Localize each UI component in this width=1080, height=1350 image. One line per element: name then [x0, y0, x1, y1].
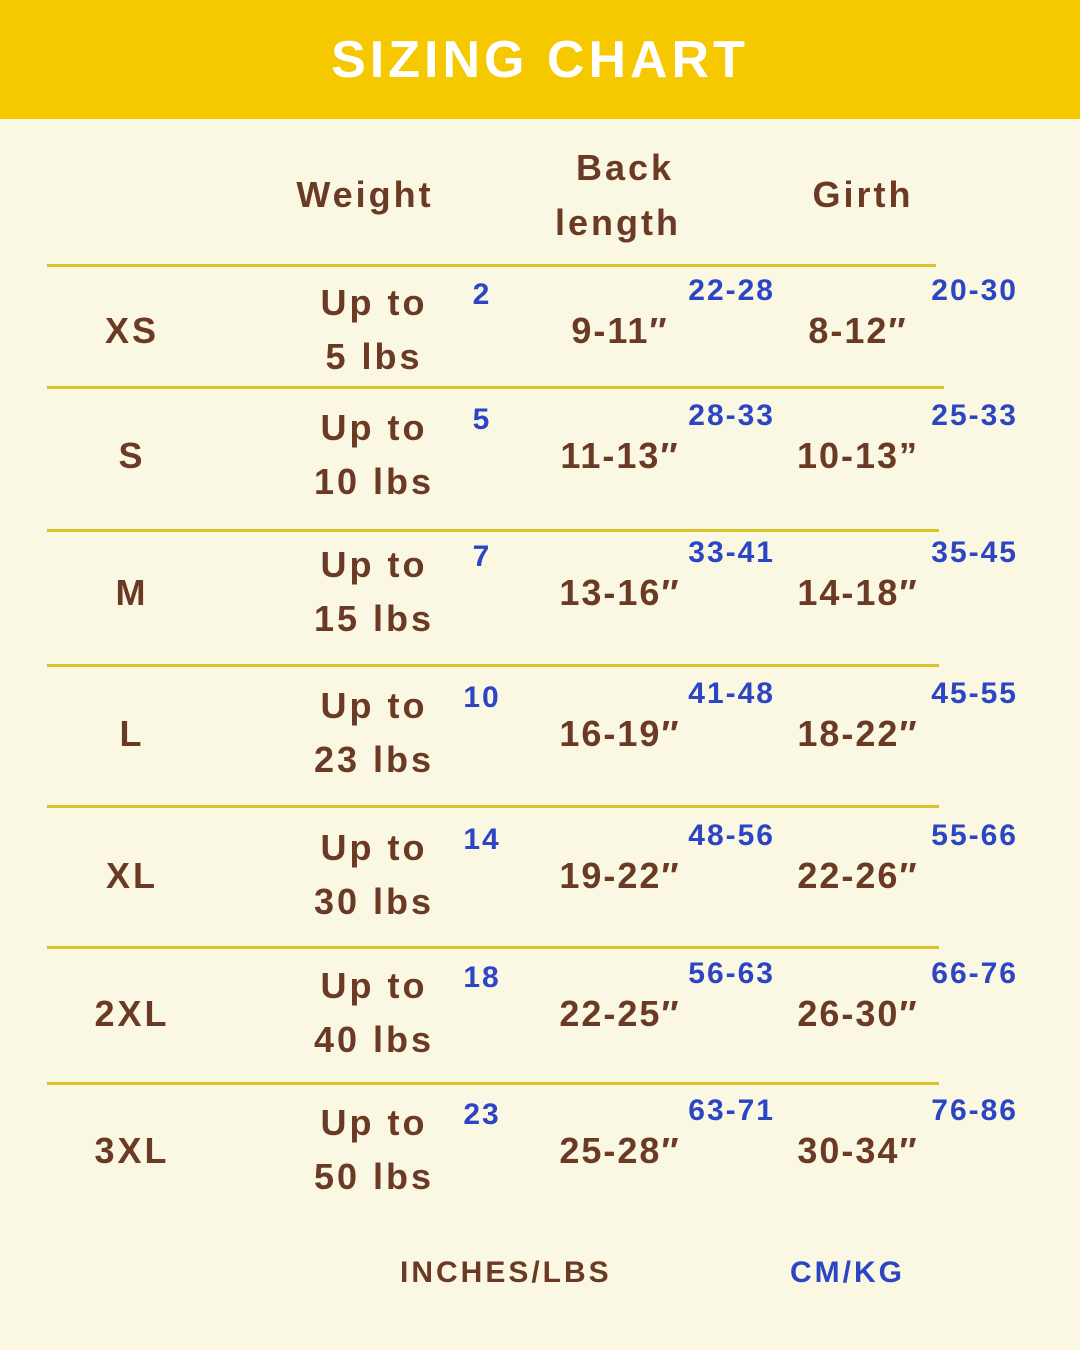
back-length-metric: 56-63: [688, 957, 775, 990]
girth-imperial: 26-30″: [797, 993, 919, 1034]
row-divider: [47, 946, 939, 949]
weight-imperial-line2: 40 lbs: [313, 1019, 435, 1060]
weight-imperial-line1: Up to: [320, 1102, 428, 1143]
column-header-back-line2: length: [555, 202, 681, 243]
weight-imperial-line2: 15 lbs: [313, 598, 435, 639]
size-label: XL: [105, 855, 158, 896]
row-divider: [47, 529, 939, 532]
column-header-weight: Weight: [296, 174, 434, 215]
weight-metric: 5: [472, 403, 492, 436]
size-label: L: [119, 713, 145, 754]
back-length-imperial: 11-13″: [560, 435, 680, 476]
weight-metric: 10: [463, 681, 501, 714]
girth-imperial: 30-34″: [797, 1130, 919, 1171]
footer-metric-unit: CM/KG: [790, 1256, 905, 1289]
weight-imperial-line1: Up to: [320, 965, 428, 1006]
page-title: SIZING CHART: [331, 30, 749, 89]
column-header-girth: Girth: [812, 174, 914, 215]
weight-imperial-line1: Up to: [320, 407, 428, 448]
weight-metric: 23: [463, 1098, 501, 1131]
weight-imperial-line2: 50 lbs: [313, 1156, 435, 1197]
girth-imperial: 18-22″: [797, 713, 919, 754]
back-length-metric: 48-56: [688, 819, 775, 852]
girth-metric: 55-66: [931, 819, 1018, 852]
girth-imperial: 10-13”: [796, 435, 920, 476]
footer-imperial-unit: INCHES/LBS: [400, 1256, 612, 1289]
size-label: S: [118, 435, 146, 476]
column-header-back-line1: Back: [575, 147, 675, 188]
row-divider: [47, 264, 936, 267]
back-length-metric: 41-48: [688, 677, 775, 710]
girth-metric: 45-55: [931, 677, 1018, 710]
weight-imperial-line2: 30 lbs: [313, 881, 435, 922]
weight-metric: 7: [472, 540, 492, 573]
girth-metric: 76-86: [931, 1094, 1018, 1127]
weight-metric: 14: [463, 823, 501, 856]
back-length-imperial: 16-19″: [559, 713, 681, 754]
row-divider: [47, 386, 944, 389]
back-length-imperial: 22-25″: [559, 993, 681, 1034]
weight-imperial-line1: Up to: [320, 282, 428, 323]
girth-metric: 35-45: [931, 536, 1018, 569]
back-length-metric: 63-71: [688, 1094, 775, 1127]
size-label: XS: [104, 310, 160, 351]
girth-imperial: 14-18″: [797, 572, 919, 613]
girth-imperial: 22-26″: [797, 855, 919, 896]
girth-metric: 20-30: [931, 274, 1018, 307]
row-divider: [47, 1082, 939, 1085]
size-label: 2XL: [94, 993, 170, 1034]
back-length-imperial: 25-28″: [559, 1130, 681, 1171]
weight-imperial-line1: Up to: [320, 544, 428, 585]
weight-imperial-line2: 10 lbs: [313, 461, 435, 502]
back-length-metric: 33-41: [688, 536, 775, 569]
weight-metric: 2: [472, 278, 492, 311]
girth-metric: 66-76: [931, 957, 1018, 990]
weight-imperial-line1: Up to: [320, 685, 428, 726]
back-length-metric: 28-33: [688, 399, 775, 432]
row-divider: [47, 664, 939, 667]
back-length-imperial: 19-22″: [559, 855, 681, 896]
size-label: 3XL: [94, 1130, 170, 1171]
header-banner: SIZING CHART: [0, 0, 1080, 119]
size-label: M: [115, 572, 149, 613]
back-length-metric: 22-28: [688, 274, 775, 307]
weight-imperial-line2: 23 lbs: [313, 739, 435, 780]
back-length-imperial: 13-16″: [559, 572, 681, 613]
row-divider: [47, 805, 939, 808]
weight-imperial-line2: 5 lbs: [325, 336, 423, 377]
weight-metric: 18: [463, 961, 501, 994]
girth-imperial: 8-12″: [808, 310, 908, 351]
girth-metric: 25-33: [931, 399, 1018, 432]
back-length-imperial: 9-11″: [571, 310, 669, 351]
weight-imperial-line1: Up to: [320, 827, 428, 868]
